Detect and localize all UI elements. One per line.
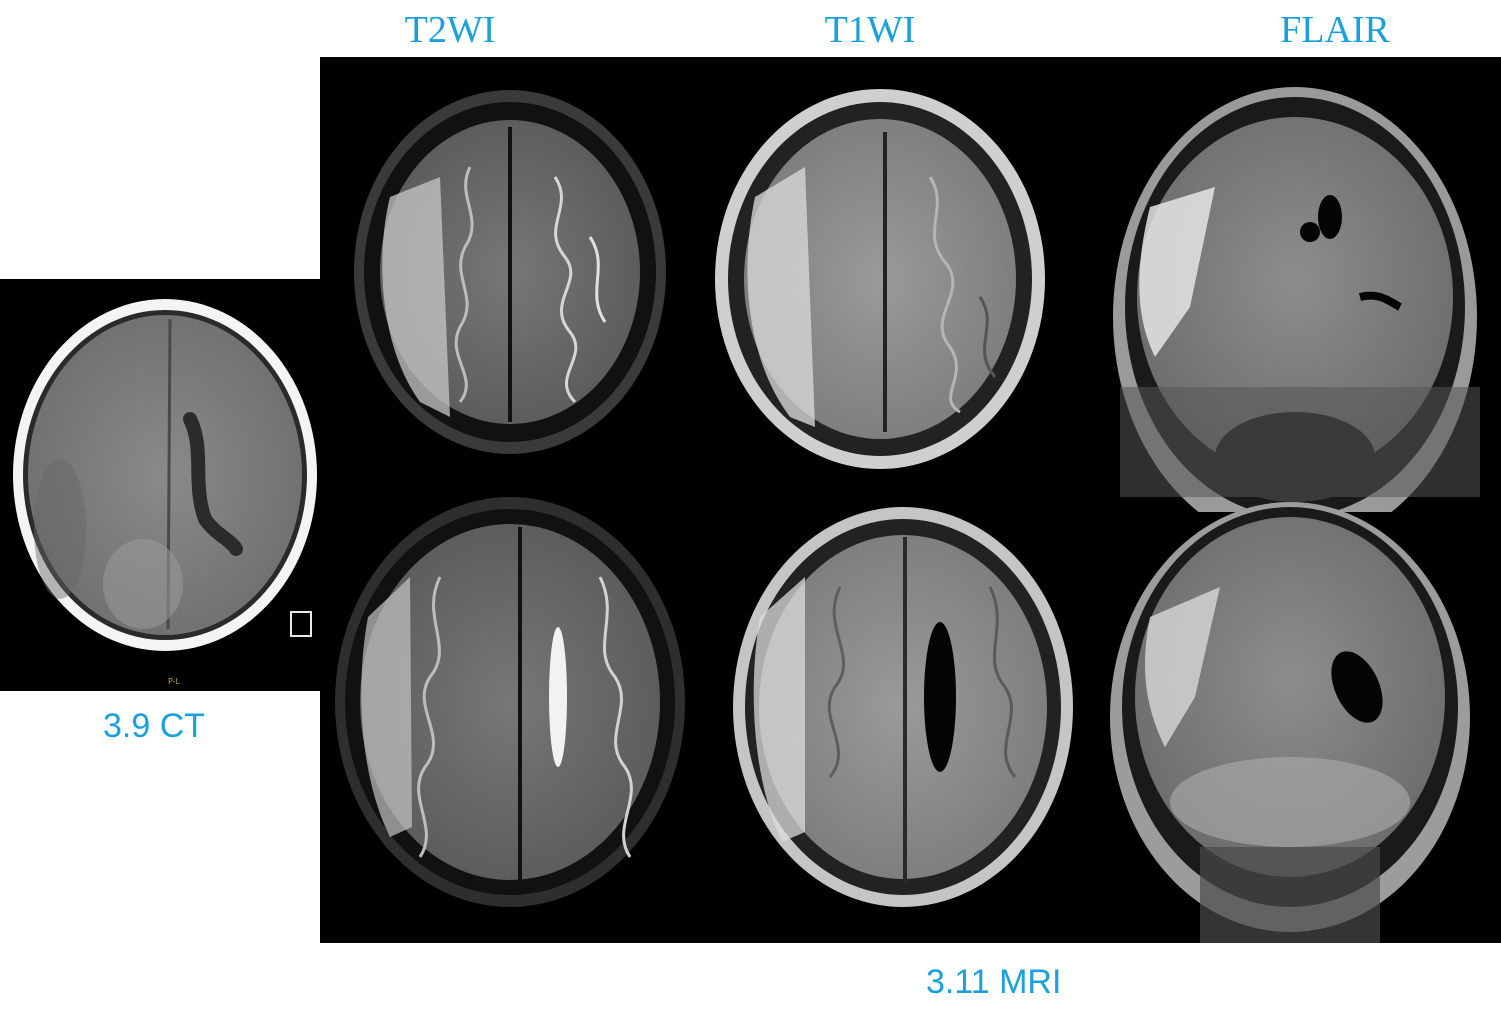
t2wi-bottom-slice bbox=[335, 497, 685, 907]
t1wi-bottom-slice bbox=[733, 507, 1073, 907]
ct-orientation-marker: P-L bbox=[168, 677, 180, 686]
flair-top-slice bbox=[1113, 87, 1480, 547]
flair-bottom-slice bbox=[1110, 502, 1501, 943]
t1wi-label: T1WI bbox=[824, 9, 916, 51]
ct-caption: 3.9 CT bbox=[103, 707, 206, 745]
ct-scan-image: P-L bbox=[0, 279, 320, 691]
ct-document-icon bbox=[290, 611, 312, 637]
mri-caption: 3.11 MRI bbox=[926, 963, 1062, 1001]
t2wi-label: T2WI bbox=[404, 9, 496, 51]
flair-label: FLAIR bbox=[1280, 9, 1390, 51]
mri-mosaic bbox=[320, 57, 1501, 943]
t2wi-top-slice bbox=[354, 90, 666, 454]
t1wi-top-slice bbox=[715, 89, 1045, 469]
